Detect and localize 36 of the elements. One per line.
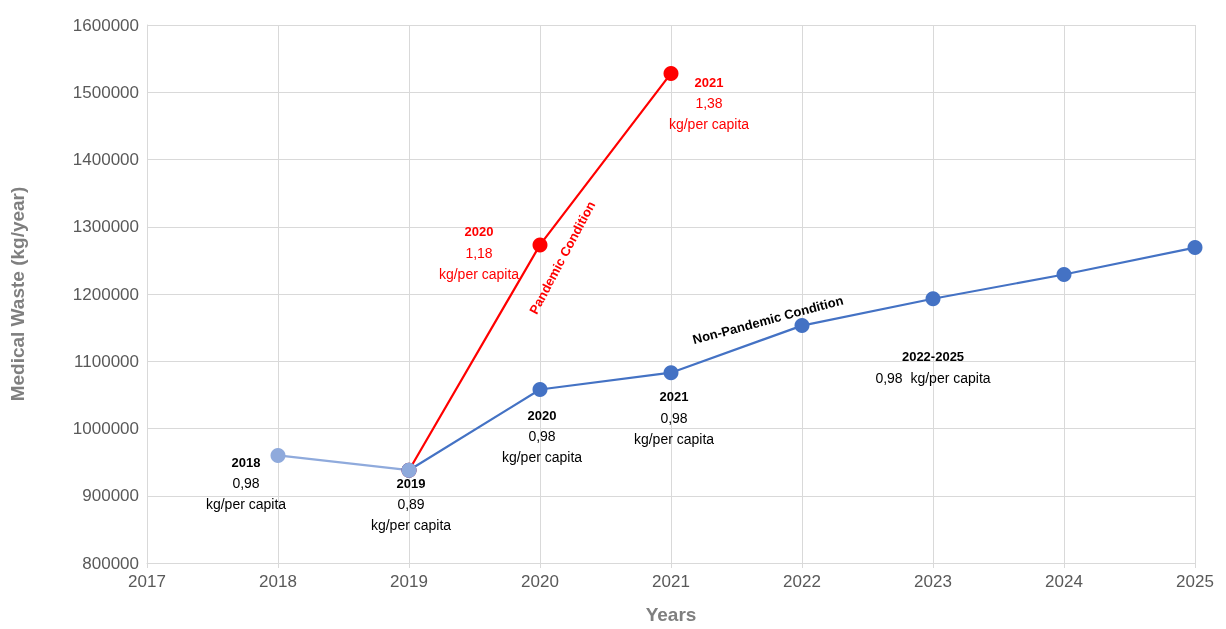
y-tick-label: 800000 (82, 553, 139, 573)
point (794, 318, 810, 334)
x-tick-label: 2018 (259, 572, 297, 591)
x-tick-label: 2025 (1176, 572, 1214, 591)
x-tick-label: 2021 (652, 572, 690, 591)
annotation: 2020 0,98 kg/per capita (501, 407, 583, 466)
y-tick-label: 1200000 (72, 284, 139, 304)
point (270, 447, 286, 463)
x-tick-label: 2023 (914, 572, 952, 591)
x-tick-label: 2022 (783, 572, 821, 591)
y-tick-label: 1600000 (72, 15, 139, 35)
point (532, 237, 548, 253)
annotation: 2018 0,98 kg/per capita (205, 454, 287, 513)
x-tick-label: 2019 (390, 572, 428, 591)
y-tick-label: 1300000 (72, 217, 139, 237)
y-axis-title: Medical Waste (kg/year) (7, 186, 28, 402)
point (663, 65, 679, 81)
point (532, 382, 548, 397)
annotation: 2019 0,89 kg/per capita (370, 475, 452, 534)
y-tick-label: 900000 (82, 486, 139, 506)
annotation: 2020 1,18 kg/per capita (438, 224, 520, 282)
point (663, 365, 679, 381)
x-tick-label: 2020 (521, 572, 559, 591)
annotation: 2021 1,38 kg/per capita (668, 74, 750, 133)
x-tick-label: 2017 (128, 572, 166, 591)
y-tick-label: 1000000 (72, 419, 139, 438)
y-tick-label: 1500000 (72, 82, 139, 102)
annotation: 2022-2025 0,98 kg/per capita (875, 349, 991, 386)
y-tick-label: 1100000 (74, 351, 139, 371)
x-tick-label: 2024 (1045, 572, 1083, 591)
point (1187, 240, 1203, 256)
y-tick-label: 1400000 (72, 150, 139, 169)
point (1056, 267, 1072, 282)
point (925, 291, 941, 307)
annotation: 2021 0,98 kg/per capita (633, 389, 715, 447)
x-axis-title: Years (645, 604, 697, 625)
